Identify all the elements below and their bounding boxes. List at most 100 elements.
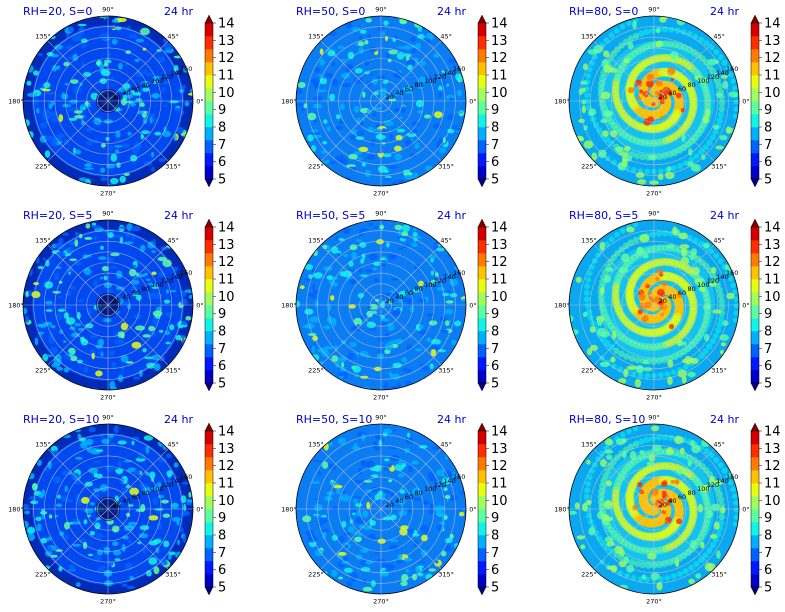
angle-label: 45° (713, 236, 725, 244)
radial-label: 20 (659, 501, 667, 509)
angle-label: 270° (100, 394, 116, 402)
angle-label: 180° (8, 506, 24, 514)
colorbar-tick-label: 10 (218, 86, 235, 101)
angle-label: 180° (554, 98, 570, 106)
polar-frame (22, 15, 194, 187)
radial-label: 140 (716, 273, 728, 281)
radial-label: 120 (434, 481, 446, 489)
angle-label: 180° (281, 98, 297, 106)
angle-label: 225° (581, 367, 597, 375)
colorbar-tick-label: 13 (218, 442, 235, 457)
radial-label: 120 (707, 73, 719, 81)
colorbar-3: 5 6 7 8 9 10 11 12 13 14 (750, 14, 781, 188)
radial-label: 80 (415, 489, 423, 497)
colorbar-tick-label: 6 (491, 155, 499, 170)
angle-label: 315° (165, 367, 181, 375)
radial-label: 160 (180, 269, 192, 277)
angle-label: 270° (100, 598, 116, 606)
colorbar-tick-label: 9 (764, 307, 772, 322)
colorbar-tick-label: 14 (218, 17, 235, 32)
angle-label: 225° (308, 163, 324, 171)
panel-time-label: 24 hr (164, 209, 193, 222)
colorbar-6: 5 6 7 8 9 10 11 12 13 14 (750, 218, 781, 392)
radial-label: 140 (716, 69, 728, 77)
colorbar-tick-label: 11 (218, 477, 235, 492)
panel-time-label: 24 hr (164, 5, 193, 18)
panel-title: RH=50, S=0 (296, 5, 365, 18)
angle-label: 315° (438, 367, 454, 375)
radial-label: 120 (434, 73, 446, 81)
radial-label: 60 (405, 85, 413, 93)
radial-label: 100 (151, 77, 163, 85)
colorbar-tick-label: 5 (764, 173, 772, 188)
radial-label: 160 (180, 65, 192, 73)
colorbar-tick-label: 5 (764, 581, 772, 596)
radial-label: 40 (668, 89, 676, 97)
radial-label: 160 (180, 473, 192, 481)
angle-label: 135° (581, 236, 597, 244)
angle-label: 45° (440, 236, 452, 244)
colorbar-tick-label: 7 (218, 342, 226, 357)
radial-label: 40 (122, 89, 130, 97)
colorbar-1: 5 6 7 8 9 10 11 12 13 14 (204, 14, 235, 188)
polar-frame (568, 15, 740, 187)
angle-label: 0° (196, 98, 203, 106)
radial-label: 160 (453, 65, 465, 73)
colorbar-tick-label: 14 (764, 221, 781, 236)
radial-label: 160 (453, 269, 465, 277)
colorbar-7: 5 6 7 8 9 10 11 12 13 14 (204, 422, 235, 596)
polar-grid-1 (22, 15, 194, 187)
angle-label: 0° (742, 302, 749, 310)
colorbar-tick-label: 10 (491, 494, 508, 509)
panel-title: RH=20, S=0 (23, 5, 92, 18)
angle-label: 45° (713, 32, 725, 40)
panel-time-label: 24 hr (437, 209, 466, 222)
polar-grid-2 (295, 15, 467, 187)
angle-label: 45° (167, 236, 179, 244)
angle-label: 180° (281, 506, 297, 514)
radial-label: 140 (170, 477, 182, 485)
colorbar-tick-label: 13 (491, 442, 508, 457)
radial-label: 100 (424, 485, 436, 493)
colorbar-tick-label: 8 (764, 325, 772, 340)
angle-label: 270° (646, 598, 662, 606)
polar-frame (22, 423, 194, 595)
radial-label: 120 (161, 73, 173, 81)
colorbar-tick-label: 9 (491, 511, 499, 526)
polar-frame (22, 219, 194, 391)
radial-label: 140 (443, 477, 455, 485)
colorbar-tick-label: 12 (764, 51, 781, 66)
angle-label: 45° (167, 440, 179, 448)
angle-label: 225° (581, 571, 597, 579)
panel-title: RH=80, S=0 (569, 5, 638, 18)
colorbar-tick-label: 8 (491, 325, 499, 340)
angle-label: 135° (308, 236, 324, 244)
colorbar-tick-label: 10 (491, 290, 508, 305)
angle-label: 135° (35, 440, 51, 448)
radial-label: 60 (132, 493, 140, 501)
angle-label: 90° (375, 210, 387, 218)
angle-label: 225° (35, 163, 51, 171)
polar-frame (568, 219, 740, 391)
polar-grid-9 (568, 423, 740, 595)
colorbar-tick-label: 9 (764, 511, 772, 526)
radial-label: 80 (142, 489, 150, 497)
radial-label: 100 (697, 485, 709, 493)
angle-label: 135° (581, 32, 597, 40)
colorbar-tick-label: 7 (218, 138, 226, 153)
colorbar-9: 5 6 7 8 9 10 11 12 13 14 (750, 422, 781, 596)
angle-label: 45° (713, 440, 725, 448)
colorbar-tick-label: 8 (218, 325, 226, 340)
colorbar-tick-label: 14 (764, 425, 781, 440)
radial-label: 40 (122, 497, 130, 505)
angle-label: 270° (100, 190, 116, 198)
radial-label: 60 (405, 493, 413, 501)
angle-label: 135° (308, 32, 324, 40)
angle-label: 180° (554, 302, 570, 310)
angle-label: 45° (440, 32, 452, 40)
panel-title: RH=50, S=10 (296, 413, 372, 426)
